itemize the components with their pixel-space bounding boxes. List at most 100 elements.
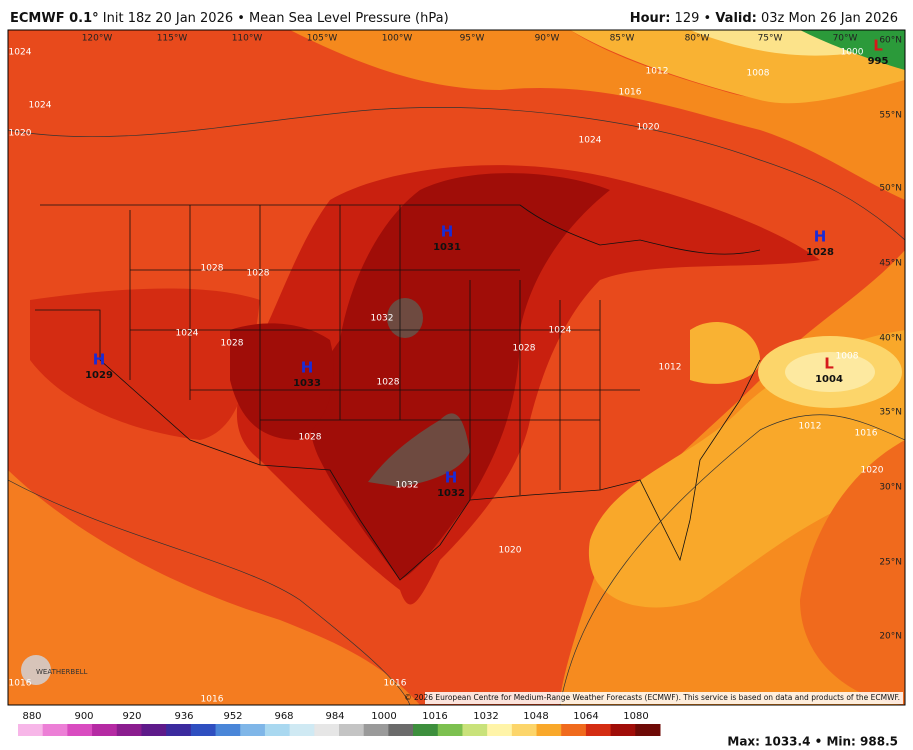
copyright-bg <box>425 692 903 704</box>
colorbar-tick-label: 984 <box>325 711 344 722</box>
contour-label: 1020 <box>9 129 32 139</box>
contour-label: 1028 <box>513 344 536 354</box>
latitude-label: 60°N <box>879 36 902 46</box>
contour-label: 1012 <box>659 363 682 373</box>
header-right: Hour: 129 • Valid: 03z Mon 26 Jan 2026 <box>630 11 898 26</box>
colorbar-tick-label: 1080 <box>623 711 648 722</box>
pressure-center-value: 1028 <box>806 247 834 258</box>
pressure-center-symbol: H <box>93 351 106 369</box>
latitude-label: 35°N <box>879 408 902 418</box>
colorbar-swatch <box>388 724 414 736</box>
contour-label: 1012 <box>646 67 669 77</box>
contour-label: 1028 <box>299 433 322 443</box>
longitude-label: 95°W <box>460 34 485 44</box>
contour-label: 1020 <box>637 123 660 133</box>
colorbar-swatch <box>413 724 439 736</box>
contour-label: 1024 <box>579 136 602 146</box>
contour-label: 1000 <box>841 48 864 58</box>
valid-label: Valid: <box>715 11 757 26</box>
copyright: © 2026 European Centre for Medium-Range … <box>404 693 900 702</box>
colorbar-tick-label: 900 <box>74 711 93 722</box>
colorbar-swatch <box>314 724 340 736</box>
colorbar-swatch <box>116 724 142 736</box>
hour-label: Hour: <box>630 11 671 26</box>
contour-label: 1008 <box>747 69 770 79</box>
colorbar-swatch <box>363 724 389 736</box>
colorbar-tick-label: 880 <box>22 711 41 722</box>
separator: • <box>704 11 712 26</box>
colorbar-tick-label: 1016 <box>422 711 447 722</box>
latitude-label: 40°N <box>879 334 902 344</box>
map <box>8 30 905 705</box>
contour-label: 1024 <box>29 101 52 111</box>
map-frame <box>7 29 906 706</box>
pressure-center-symbol: H <box>814 228 827 246</box>
latitude-label: 30°N <box>879 483 902 493</box>
colorbar-swatch <box>610 724 636 736</box>
pressure-center-value: 1029 <box>85 370 113 381</box>
colorbar-tick-label: 1064 <box>573 711 598 722</box>
colorbar-tick-label: 968 <box>274 711 293 722</box>
contour-label: 1024 <box>9 48 32 58</box>
longitude-label: 115°W <box>157 34 188 44</box>
colorbar-swatch <box>339 724 365 736</box>
colorbar-swatch <box>190 724 217 736</box>
contour-label: 1016 <box>201 695 224 705</box>
description: Init 18z 20 Jan 2026 • Mean Sea Level Pr… <box>103 11 449 26</box>
valid: 03z Mon 26 Jan 2026 <box>761 11 898 26</box>
colorbar-swatch <box>462 724 488 736</box>
contour-label: 1020 <box>499 546 522 556</box>
colorbar-swatch <box>437 724 463 736</box>
logo: WEATHERBELL <box>36 668 88 676</box>
colorbar-swatch <box>536 724 562 736</box>
longitude-label: 100°W <box>382 34 413 44</box>
hour: 129 <box>675 11 700 26</box>
colorbar-swatch <box>635 724 661 736</box>
model: ECMWF 0.1° <box>10 11 99 26</box>
latitude-label: 55°N <box>879 111 902 121</box>
pressure-center-value: 1032 <box>437 488 465 499</box>
colorbar-swatch <box>215 724 241 736</box>
colorbar-tick-label: 936 <box>174 711 193 722</box>
colorbar-swatch <box>92 724 118 736</box>
contour-label: 1012 <box>799 422 822 432</box>
contour-label: 1032 <box>396 481 419 491</box>
contour-label: 1016 <box>619 88 642 98</box>
pressure-center-symbol: L <box>824 355 834 373</box>
colorbar-swatch <box>585 724 612 736</box>
longitude-label: 75°W <box>758 34 783 44</box>
contour-label: 1028 <box>221 339 244 349</box>
longitude-label: 110°W <box>232 34 263 44</box>
colorbar-swatch <box>18 724 44 736</box>
colorbar-swatch <box>511 724 538 736</box>
longitude-label: 105°W <box>307 34 338 44</box>
logo-icon <box>21 655 51 685</box>
longitude-label: 120°W <box>82 34 113 44</box>
contour-label: 1016 <box>9 679 32 689</box>
pressure-center-value: 1033 <box>293 378 321 389</box>
longitude-label: 70°W <box>833 34 858 44</box>
colorbar-swatch <box>42 724 68 736</box>
longitude-label: 90°W <box>535 34 560 44</box>
contour-label: 1024 <box>549 326 572 336</box>
contour-label: 1032 <box>371 314 394 324</box>
colorbar-tick-label: 1048 <box>523 711 548 722</box>
pressure-center-value: 1004 <box>815 374 843 385</box>
pressure-center-symbol: H <box>445 469 458 487</box>
colorbar-tick-label: 952 <box>223 711 242 722</box>
colorbar-swatch <box>240 724 266 736</box>
colorbar-swatch <box>141 724 167 736</box>
header-left: ECMWF 0.1° Init 18z 20 Jan 2026 • Mean S… <box>10 11 449 26</box>
latitude-label: 20°N <box>879 632 902 642</box>
colorbar-swatch <box>264 724 291 736</box>
contour-label: 1028 <box>377 378 400 388</box>
colorbar-swatch <box>289 724 315 736</box>
colorbar-swatch <box>67 724 93 736</box>
longitude-label: 85°W <box>610 34 635 44</box>
contour-label: 1020 <box>861 466 884 476</box>
pressure-center-symbol: H <box>301 359 314 377</box>
latitude-label: 25°N <box>879 558 902 568</box>
contour-label: 1028 <box>201 264 224 274</box>
